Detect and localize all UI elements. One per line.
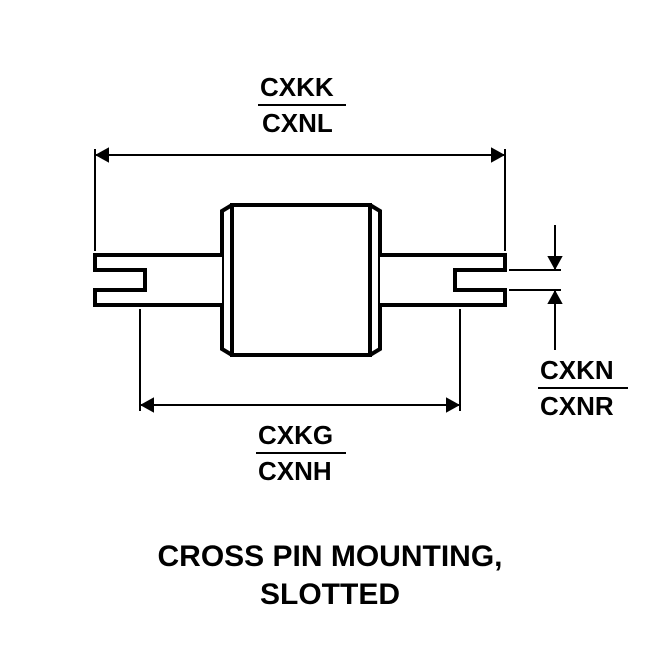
fraction-bar-bottom (256, 452, 346, 454)
diagram-container: CXKK CXNL CXKG CXNH CXKN CXNR CROSS PIN … (0, 0, 660, 660)
label-right-den: CXNR (540, 391, 614, 422)
title-line-2: SLOTTED (130, 578, 530, 612)
title-line-1: CROSS PIN MOUNTING, (130, 540, 530, 574)
fraction-bar-top (258, 104, 346, 106)
label-right-num: CXKN (540, 355, 614, 386)
label-bottom-num: CXKG (258, 420, 333, 451)
label-top-num: CXKK (260, 72, 334, 103)
label-bottom-den: CXNH (258, 456, 332, 487)
label-top-den: CXNL (262, 108, 333, 139)
fraction-bar-right (538, 387, 628, 389)
